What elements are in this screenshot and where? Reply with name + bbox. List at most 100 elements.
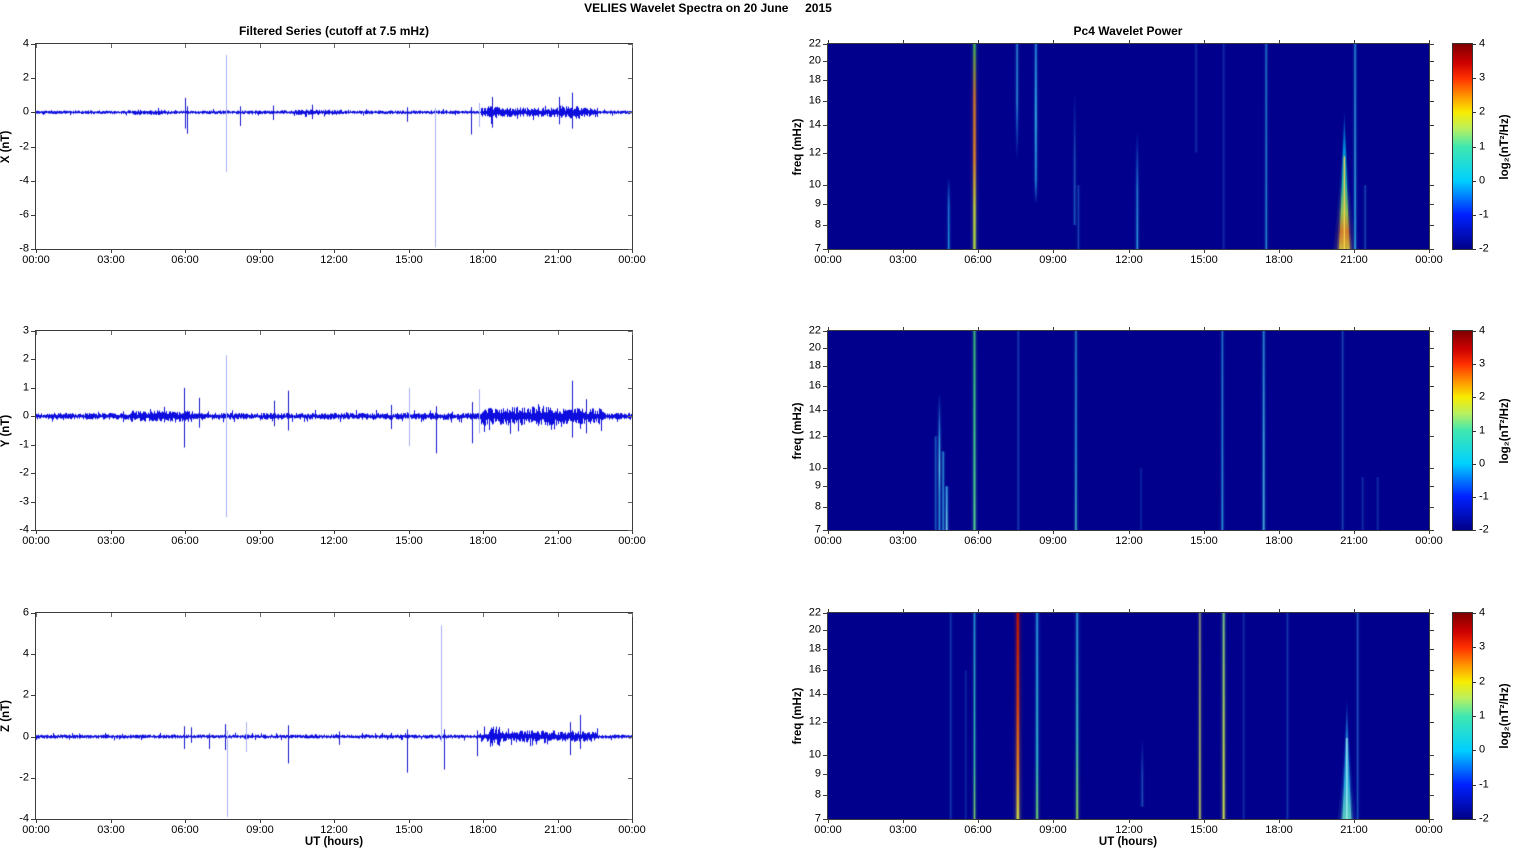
tick-mark: [1053, 40, 1054, 44]
x-tick-label: 09:00: [1039, 535, 1067, 547]
colorbar-tick-label: 0: [1479, 743, 1486, 756]
tick-mark: [823, 348, 828, 349]
tick-mark: [1204, 530, 1205, 534]
tick-mark: [628, 502, 632, 503]
tick-mark: [558, 613, 559, 617]
colorbar-tick-label: 2: [1479, 105, 1486, 118]
y-tick-label: -6: [19, 208, 29, 221]
y-axis-label: Z (nT): [0, 700, 12, 732]
tick-mark: [903, 249, 904, 253]
colorbar-gradient: [1453, 613, 1472, 819]
x-tick-label: 00:00: [618, 535, 646, 547]
tick-mark: [828, 609, 829, 613]
y-tick-label: 16: [808, 379, 821, 392]
spectrogram-x-plot: [828, 44, 1429, 249]
tick-mark: [334, 819, 335, 823]
tick-mark: [1053, 819, 1054, 823]
y-tick-label: 3: [22, 324, 29, 337]
tick-mark: [31, 359, 36, 360]
x-tick-label: 12:00: [1115, 824, 1143, 836]
colorbar-tick-label: -1: [1479, 208, 1489, 221]
left-column-title: Filtered Series (cutoff at 7.5 mHz): [238, 24, 430, 38]
y-tick-label: 10: [808, 178, 821, 191]
tick-mark: [1429, 80, 1434, 81]
tick-mark: [823, 530, 828, 531]
colorbar-label: log₂(nT²/Hz): [1499, 683, 1511, 749]
tick-mark: [185, 613, 186, 617]
tick-mark: [1429, 225, 1434, 226]
x-tick-label: 18:00: [469, 254, 497, 266]
tick-mark: [111, 44, 112, 48]
y-tick-label: 20: [808, 54, 821, 67]
y-tick-label: 7: [814, 812, 821, 825]
y-tick-label: 12: [808, 429, 821, 442]
x-tick-label: 06:00: [964, 824, 992, 836]
tick-mark: [31, 44, 36, 45]
x-tick-label: 21:00: [1340, 535, 1368, 547]
y-tick-label: 1: [22, 381, 29, 394]
y-tick-label: -3: [19, 495, 29, 508]
tick-mark: [1053, 327, 1054, 331]
tick-mark: [1429, 204, 1434, 205]
tick-mark: [823, 694, 828, 695]
tick-mark: [31, 473, 36, 474]
tick-mark: [36, 44, 37, 48]
tick-mark: [823, 795, 828, 796]
y-tick-label: 10: [808, 748, 821, 761]
y-tick-label: 22: [808, 37, 821, 50]
colorbar-label: log₂(nT²/Hz): [1499, 397, 1511, 464]
tick-mark: [1472, 215, 1476, 216]
tick-mark: [558, 44, 559, 48]
tick-mark: [1204, 819, 1205, 823]
x-tick-label: 12:00: [1115, 535, 1143, 547]
tick-mark: [1429, 249, 1434, 250]
tick-mark: [823, 185, 828, 186]
tick-mark: [1429, 331, 1434, 332]
y-tick-label: 0: [22, 409, 29, 422]
y-tick-label: 8: [814, 788, 821, 801]
tick-mark: [823, 819, 828, 820]
x-tick-label: 18:00: [469, 824, 497, 836]
y-tick-label: 18: [808, 642, 821, 655]
tick-mark: [409, 249, 410, 253]
y-tick-label: 22: [808, 606, 821, 619]
tick-mark: [628, 613, 632, 614]
series-x-plot: [36, 44, 632, 249]
tick-mark: [823, 774, 828, 775]
colorbar-tick-label: 1: [1479, 140, 1486, 153]
x-tick-label: 18:00: [469, 535, 497, 547]
tick-mark: [632, 530, 633, 534]
tick-mark: [36, 331, 37, 335]
tick-mark: [1472, 464, 1476, 465]
tick-mark: [828, 40, 829, 44]
tick-mark: [1472, 181, 1476, 182]
tick-mark: [334, 249, 335, 253]
tick-mark: [334, 530, 335, 534]
tick-mark: [1354, 249, 1355, 253]
tick-mark: [823, 331, 828, 332]
tick-mark: [1429, 670, 1434, 671]
x-tick-label: 15:00: [395, 824, 423, 836]
tick-mark: [823, 125, 828, 126]
tick-mark: [31, 695, 36, 696]
tick-mark: [1429, 613, 1434, 614]
tick-mark: [628, 44, 632, 45]
x-tick-label: 06:00: [964, 254, 992, 266]
tick-mark: [31, 249, 36, 250]
tick-mark: [1053, 249, 1054, 253]
tick-mark: [1429, 755, 1434, 756]
tick-mark: [823, 670, 828, 671]
tick-mark: [1429, 795, 1434, 796]
x-tick-label: 12:00: [320, 254, 348, 266]
tick-mark: [978, 819, 979, 823]
tick-mark: [823, 507, 828, 508]
tick-mark: [1129, 609, 1130, 613]
tick-mark: [334, 613, 335, 617]
tick-mark: [628, 147, 632, 148]
tick-mark: [628, 695, 632, 696]
x-tick-label: 03:00: [889, 535, 917, 547]
y-tick-label: 16: [808, 94, 821, 107]
tick-mark: [1129, 249, 1130, 253]
tick-mark: [31, 416, 36, 417]
colorbar-tick-label: 4: [1479, 37, 1486, 50]
